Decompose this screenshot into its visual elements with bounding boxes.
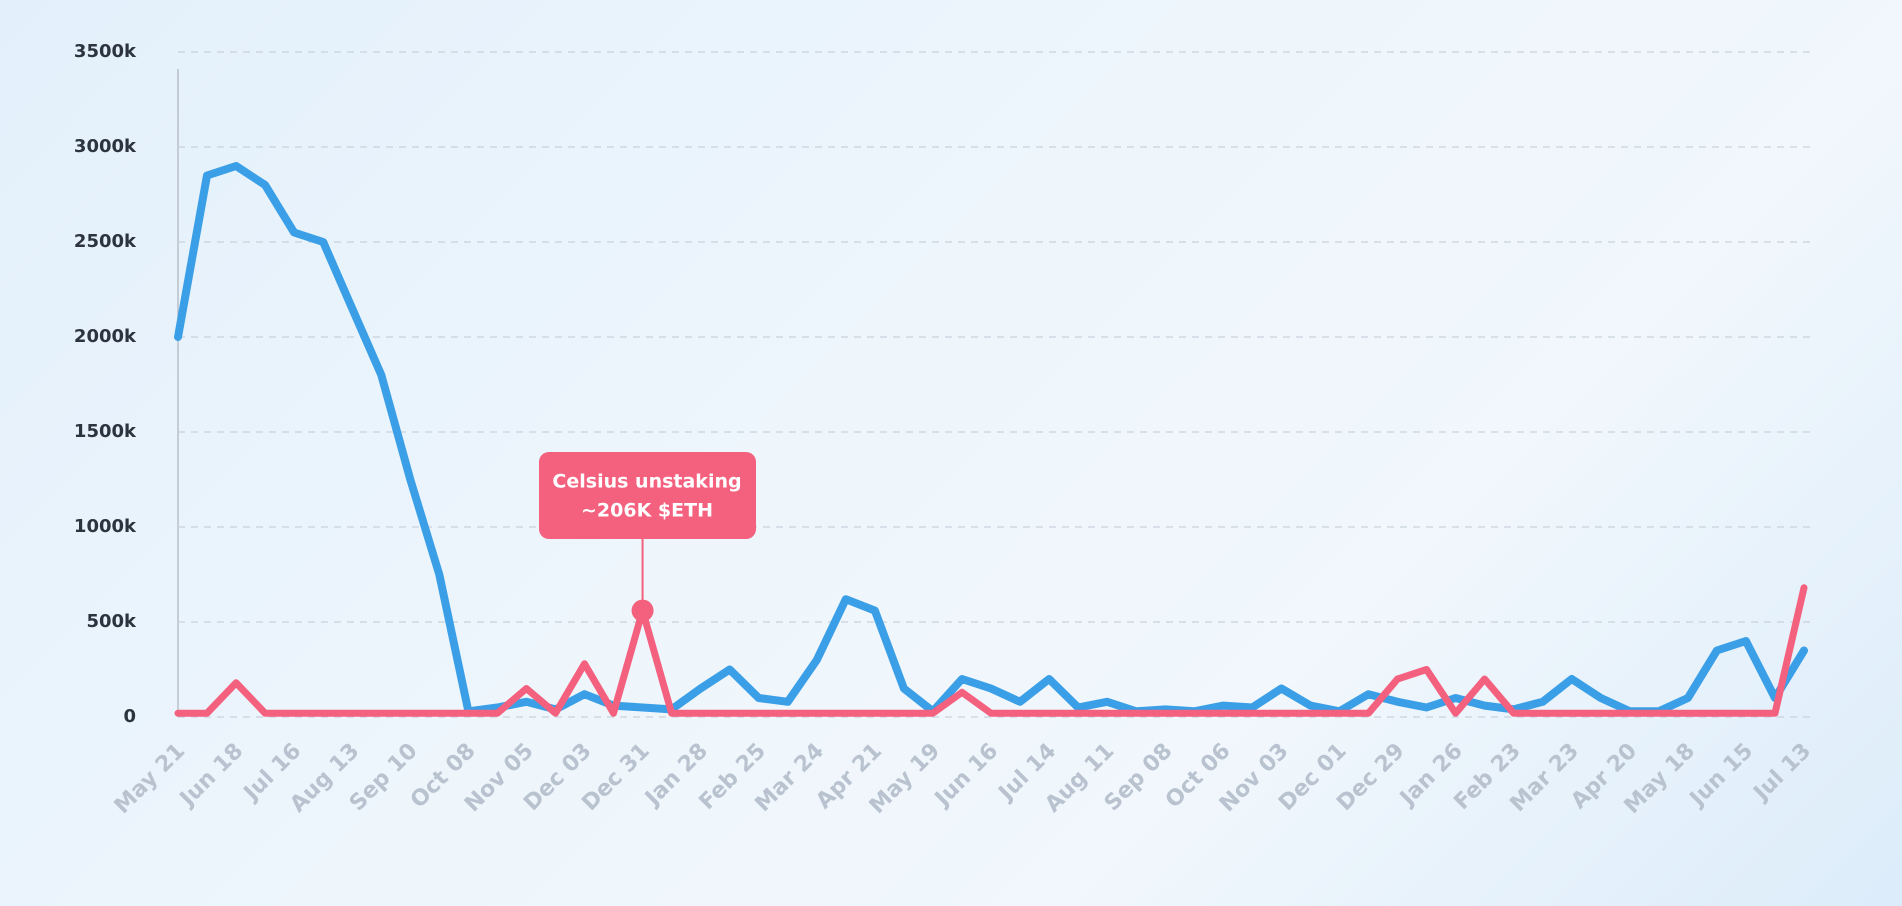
annotation-text: ~206K $ETH <box>581 500 713 522</box>
annotation: Celsius unstaking ~206K $ETH <box>539 452 756 622</box>
x-tick-label: Jun 18 <box>174 739 248 813</box>
y-tick-label: 2500k <box>74 231 137 252</box>
y-tick-label: 1500k <box>74 421 137 442</box>
x-tick-label: Jun 15 <box>1684 739 1758 813</box>
x-tick-label: Jun 16 <box>929 739 1003 813</box>
x-tick-label: Jul 13 <box>1748 739 1816 807</box>
annotation-box <box>539 452 756 539</box>
series-line <box>174 162 1808 716</box>
annotation-dot <box>631 599 654 622</box>
y-tick-label: 500k <box>86 611 137 632</box>
annotation-text: Celsius unstaking <box>552 471 741 493</box>
x-tick-label: May 21 <box>110 739 190 819</box>
y-tick-label: 1000k <box>74 516 137 537</box>
y-tick-label: 3000k <box>74 136 137 157</box>
series-line <box>174 584 1808 717</box>
y-tick-label: 3500k <box>74 41 137 62</box>
y-tick-label: 0 <box>123 706 136 727</box>
y-tick-label: 2000k <box>74 326 137 347</box>
